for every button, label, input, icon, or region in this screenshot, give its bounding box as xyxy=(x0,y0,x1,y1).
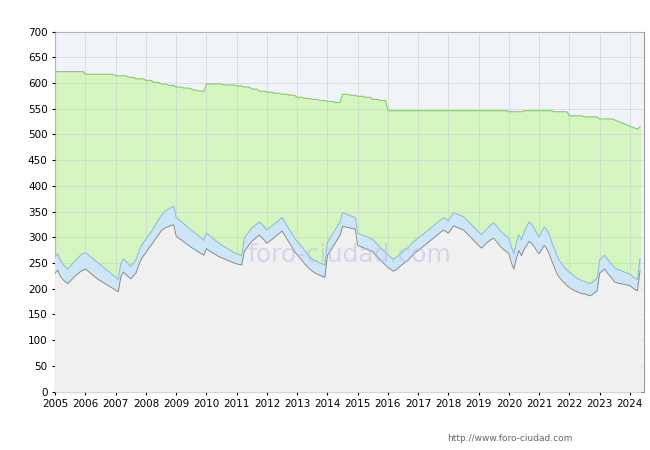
Text: Verdú - Evolucion de la poblacion en edad de Trabajar Mayo de 2024: Verdú - Evolucion de la poblacion en eda… xyxy=(96,10,554,22)
Text: foro-ciudad.com: foro-ciudad.com xyxy=(248,243,451,267)
Text: http://www.foro-ciudad.com: http://www.foro-ciudad.com xyxy=(447,434,572,443)
